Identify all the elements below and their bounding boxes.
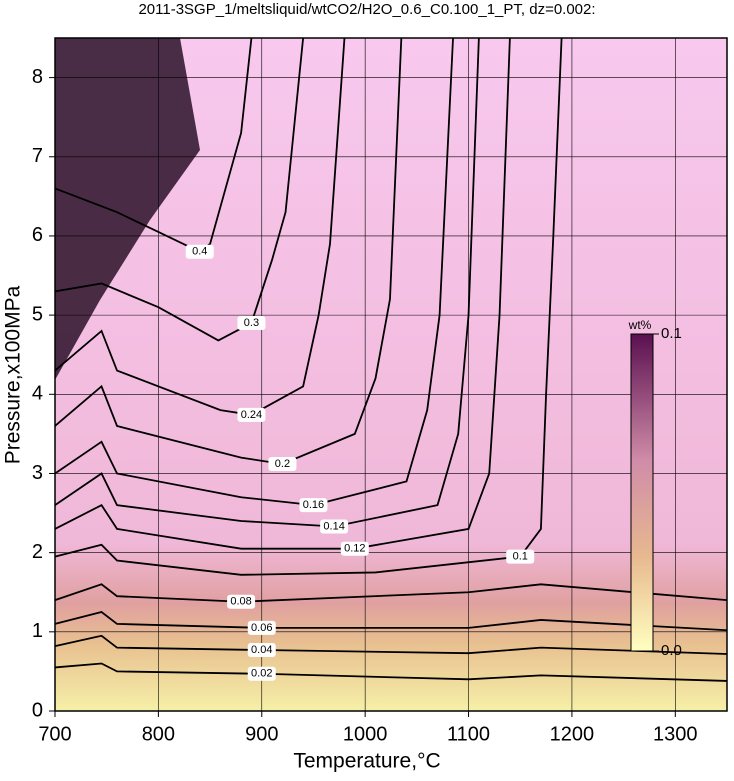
contour-label-bg <box>320 519 349 534</box>
contour-label: 0.06 <box>251 622 272 634</box>
y-tick-label: 3 <box>32 462 43 484</box>
y-tick-label: 6 <box>32 224 43 246</box>
contour-label-bg <box>299 498 328 513</box>
x-tick-label: 1200 <box>550 723 595 745</box>
x-tick-label: 1100 <box>447 723 490 745</box>
contour-label: 0.04 <box>251 644 272 656</box>
contour-label: 0.02 <box>251 668 272 680</box>
x-tick-label: 1300 <box>653 723 698 745</box>
contour-line <box>54 37 305 342</box>
contour-label-bg <box>247 666 276 681</box>
y-tick-label: 2 <box>32 541 43 563</box>
contour-label: 0.1 <box>513 551 528 563</box>
contour-label-bg <box>237 407 266 422</box>
plot-frame <box>54 37 728 712</box>
x-tick-label: 800 <box>142 723 175 745</box>
contour-line <box>54 37 563 576</box>
contour-label-bg <box>247 643 276 658</box>
contour-label-bg <box>185 244 214 259</box>
y-tick-label: 8 <box>32 66 43 88</box>
x-tick-label: 900 <box>245 723 278 745</box>
contour-label: 0.08 <box>230 596 251 608</box>
x-tick-label: 1000 <box>343 723 388 745</box>
contour-label: 0.24 <box>241 409 262 421</box>
y-tick-label: 0 <box>32 699 43 721</box>
y-tick-label: 1 <box>32 620 43 642</box>
x-axis-label: Temperature,°C <box>293 750 440 773</box>
colorbar-tick-label: 0.1 <box>661 325 682 342</box>
contour-label-bg <box>506 549 535 564</box>
x-tick-label: 700 <box>38 723 71 745</box>
y-tick-label: 5 <box>32 303 43 325</box>
contour-label-bg <box>237 316 266 331</box>
dense-contour-region <box>55 38 200 380</box>
chart-title: 2011-3SGP_1/meltsliquid/wtCO2/H2O_0.6_C0… <box>138 1 595 18</box>
y-axis-label: Pressure,x100MPa <box>2 285 25 464</box>
contour-label-bg <box>340 541 369 556</box>
contour-label-bg <box>227 594 256 609</box>
y-tick-label: 4 <box>32 383 43 405</box>
contour-label-bg <box>247 620 276 635</box>
y-tick-label: 7 <box>32 145 43 167</box>
colorbar-tick-label: 0.0 <box>661 642 682 659</box>
contour-label: 0.2 <box>275 458 290 470</box>
contour-label: 0.16 <box>303 499 324 511</box>
colorbar <box>630 333 654 652</box>
contour-label: 0.4 <box>192 246 207 258</box>
contour-label: 0.3 <box>244 317 259 329</box>
contour-label: 0.14 <box>323 520 344 532</box>
contour-label: 0.12 <box>344 543 365 555</box>
contour-label-bg <box>268 456 297 471</box>
colorbar-label: wt% <box>628 318 652 332</box>
